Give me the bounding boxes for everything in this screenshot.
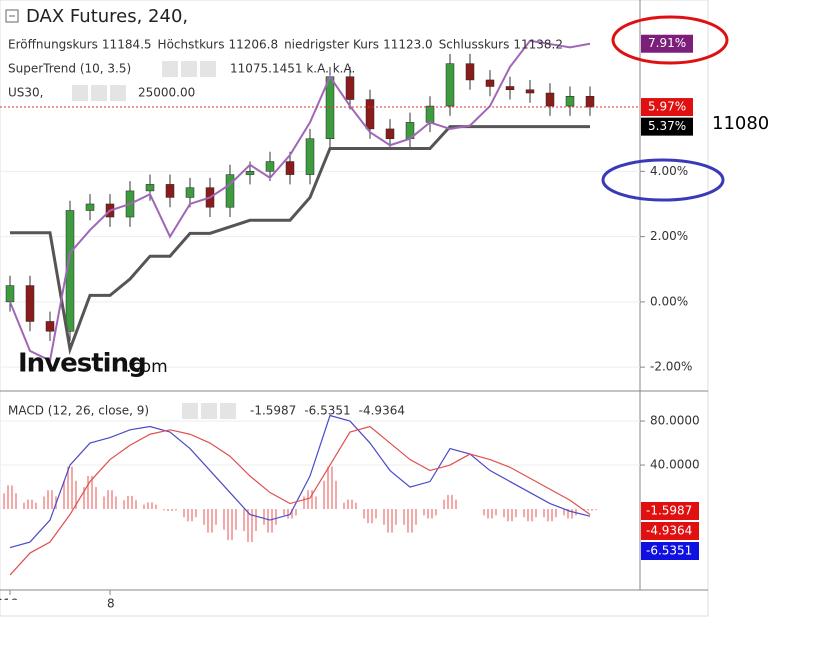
ohlc-label: Höchstkurs bbox=[158, 38, 225, 52]
macd-tag-label: -1.5987 bbox=[646, 504, 692, 518]
candle-body bbox=[365, 99, 375, 130]
indicator-button[interactable] bbox=[91, 85, 107, 101]
candle-body bbox=[525, 89, 535, 94]
y-tick-label: -2.00% bbox=[650, 360, 692, 374]
macd-legend-value: -6.5351 bbox=[304, 404, 350, 418]
highlight-ellipse bbox=[611, 15, 729, 65]
ohlc-value: 11138.2 bbox=[513, 38, 563, 52]
candle-body bbox=[245, 171, 255, 175]
candle-body bbox=[25, 285, 35, 322]
y-tick-label: 2.00% bbox=[650, 229, 688, 243]
ohlc-label: Eröffnungskurs bbox=[8, 38, 98, 52]
candle-body bbox=[565, 96, 575, 107]
supertrend-tag-label: 5.37% bbox=[648, 119, 686, 133]
candle-body bbox=[45, 321, 55, 332]
us30-tag bbox=[641, 34, 693, 53]
candle-body bbox=[5, 285, 15, 303]
ohlc-value: 11123.0 bbox=[383, 38, 433, 52]
annotation: 11080 bbox=[712, 113, 769, 134]
indicator-name: US30, bbox=[8, 86, 43, 100]
candle-body bbox=[425, 105, 435, 123]
indicator-button[interactable] bbox=[181, 61, 197, 77]
candle-body bbox=[385, 128, 395, 139]
y-tick-label: 0.00% bbox=[650, 294, 688, 308]
candle-body bbox=[145, 184, 155, 192]
ohlc-label: Schlusskurs bbox=[439, 38, 510, 52]
candle-body bbox=[505, 86, 515, 90]
candle-body bbox=[585, 96, 595, 108]
y-tick-label: 80.0000 bbox=[650, 414, 700, 428]
indicator-name: MACD (12, 26, close, 9) bbox=[8, 404, 149, 418]
line-series bbox=[10, 125, 590, 355]
line-series bbox=[9, 414, 591, 549]
price-tag bbox=[641, 98, 693, 117]
collapse-button[interactable] bbox=[5, 9, 19, 23]
candle-body bbox=[225, 174, 235, 208]
macd-tag-label: -4.9364 bbox=[646, 524, 692, 538]
line-series bbox=[9, 39, 591, 363]
indicator-value: 11075.1451 k.A. k.A. bbox=[230, 62, 355, 76]
candle-body bbox=[305, 138, 315, 175]
indicator-button[interactable] bbox=[220, 403, 236, 419]
indicator-button[interactable] bbox=[162, 61, 178, 77]
candle-body bbox=[185, 187, 195, 198]
macd-legend-value: -1.5987 bbox=[250, 404, 296, 418]
macd-tag bbox=[641, 542, 699, 560]
candle-body bbox=[345, 76, 355, 100]
x-tick-label: 2019 bbox=[0, 597, 19, 611]
highlight-ellipse bbox=[601, 158, 725, 202]
indicator-value: 25000.00 bbox=[138, 86, 195, 100]
candle-body bbox=[485, 79, 495, 87]
logo-suffix: .com bbox=[126, 357, 168, 377]
candle-body bbox=[265, 161, 275, 172]
line-series bbox=[9, 425, 591, 576]
candle-body bbox=[165, 184, 175, 198]
indicator-button[interactable] bbox=[200, 61, 216, 77]
candle-body bbox=[285, 161, 295, 175]
macd-tag-label: -6.5351 bbox=[646, 544, 692, 558]
supertrend-tag bbox=[641, 117, 693, 136]
y-tick-label: 40.0000 bbox=[650, 458, 700, 472]
macd-legend-value: -4.9364 bbox=[359, 404, 405, 418]
macd-tag bbox=[641, 522, 699, 540]
candle-body bbox=[325, 76, 335, 139]
logo: Investing bbox=[18, 349, 146, 379]
x-tick-label: 8 bbox=[107, 597, 115, 611]
indicator-button[interactable] bbox=[72, 85, 88, 101]
legend: Eröffnungskurs 11184.5 Höchstkurs 11206.8 ni… bbox=[8, 38, 563, 101]
macd-tag bbox=[641, 502, 699, 520]
indicator-button[interactable] bbox=[201, 403, 217, 419]
candle-body bbox=[445, 63, 455, 107]
indicator-button[interactable] bbox=[110, 85, 126, 101]
indicator-button[interactable] bbox=[182, 403, 198, 419]
us30-tag-label: 7.91% bbox=[648, 36, 686, 50]
ohlc-value: 11184.5 bbox=[102, 38, 152, 52]
candle-body bbox=[85, 203, 95, 211]
y-tick-label: 4.00% bbox=[650, 164, 688, 178]
price-tag-label: 5.97% bbox=[648, 100, 686, 114]
plot-area: 2019 bbox=[0, 39, 640, 611]
chart-title: DAX Futures, 240, bbox=[26, 6, 188, 27]
ohlc-label: niedrigster Kurs bbox=[284, 38, 379, 52]
ohlc-value: 11206.8 bbox=[228, 38, 278, 52]
candle-body bbox=[545, 92, 555, 107]
candle-body bbox=[465, 63, 475, 81]
indicator-name: SuperTrend (10, 3.5) bbox=[8, 62, 131, 76]
